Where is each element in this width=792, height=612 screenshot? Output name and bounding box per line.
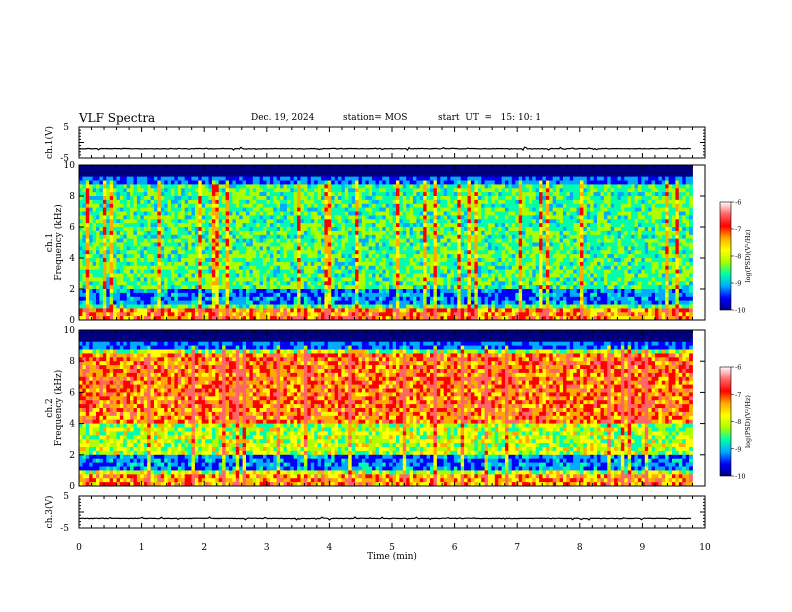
colorbar-label: log(PSD)(V²/Hz) xyxy=(744,229,752,282)
waveform-ch3: 5 -5 ch.3(V) 0 1 2 3 4 5 6 7 8 9 10 Time (min) xyxy=(44,492,711,562)
y-tick-label: 10 xyxy=(64,326,76,336)
date-label: Dec. 19, 2024 xyxy=(251,113,315,123)
x-tick-label: 9 xyxy=(640,543,646,553)
y-tick-label: -5 xyxy=(60,154,69,164)
y-tick-label: 8 xyxy=(69,192,75,202)
y-axis-label: ch.1(V) xyxy=(44,126,55,159)
colorbar-tick-label: -8 xyxy=(735,253,741,261)
colorbar-tick-label: -9 xyxy=(735,280,741,288)
x-axis-label: Time (min) xyxy=(367,551,417,562)
colorbar-tick-label: -6 xyxy=(735,199,741,207)
colorbar-tick-label: -6 xyxy=(735,364,741,372)
station-label: station= MOS xyxy=(343,113,408,123)
y-tick-label: 0 xyxy=(69,316,75,326)
x-tick-label: 1 xyxy=(139,543,145,553)
y-axis-label: ch.2 xyxy=(45,398,55,417)
colorbar-tick-label: -10 xyxy=(735,307,745,315)
colorbar-label: log(PSD)(V²/Hz) xyxy=(744,395,752,448)
y-axis-label: ch.3(V) xyxy=(44,496,55,529)
colorbar-scale xyxy=(719,366,732,477)
y-tick-label: 0 xyxy=(69,482,75,492)
x-tick-label: 10 xyxy=(699,543,711,553)
colorbar-ch1: -6 -7 -8 -9 -10 log(PSD)(V²/Hz) xyxy=(719,199,752,315)
colorbar-tick-label: -9 xyxy=(735,445,741,453)
y-tick-label: 8 xyxy=(69,357,75,367)
colorbar-scale xyxy=(719,201,732,311)
colorbar-tick-label: -8 xyxy=(735,418,741,426)
y-tick-label: -5 xyxy=(60,524,69,534)
y-tick-label: 5 xyxy=(63,123,69,133)
x-tick-label: 2 xyxy=(201,543,207,553)
spectrogram-ch2: 0 2 4 6 8 10 ch.2 Frequency (kHz) xyxy=(45,326,706,492)
colorbar-ch2: -6 -7 -8 -9 -10 log(PSD)(V²/Hz) xyxy=(719,364,752,481)
y-tick-label: 6 xyxy=(69,223,75,233)
waveform-ch1: 5 -5 ch.1(V) xyxy=(44,123,706,164)
colorbar-tick-label: -7 xyxy=(735,391,741,399)
y-tick-label: 4 xyxy=(69,420,75,430)
y-tick-label: 2 xyxy=(69,285,75,295)
x-tick-label: 7 xyxy=(514,543,520,553)
colorbar-tick-label: -7 xyxy=(735,226,741,234)
x-tick-label: 4 xyxy=(327,543,333,553)
x-tick-label: 8 xyxy=(577,543,583,553)
y-axis-label: Frequency (kHz) xyxy=(53,204,64,281)
waveform-trace xyxy=(78,146,692,152)
colorbar-tick-label: -10 xyxy=(735,473,745,481)
x-tick-label: 0 xyxy=(76,543,82,553)
y-tick-label: 10 xyxy=(64,161,76,171)
y-tick-label: 4 xyxy=(69,254,75,264)
x-tick-label: 3 xyxy=(264,543,270,553)
y-axis-label: ch.1 xyxy=(45,233,55,252)
spectrogram-ch1: 0 2 4 6 8 10 ch.1 Frequency (kHz) xyxy=(45,161,706,326)
y-tick-label: 6 xyxy=(69,388,75,398)
x-tick-label: 6 xyxy=(452,543,458,553)
y-axis-label: Frequency (kHz) xyxy=(53,370,64,447)
x-tick-label: 5 xyxy=(389,543,395,553)
waveform-trace xyxy=(78,516,692,521)
y-tick-label: 2 xyxy=(69,451,75,461)
chart-title: VLF Spectra xyxy=(79,111,156,125)
y-tick-label: 5 xyxy=(63,492,69,502)
start-time-label: start UT = 15: 10: 1 xyxy=(438,113,542,123)
